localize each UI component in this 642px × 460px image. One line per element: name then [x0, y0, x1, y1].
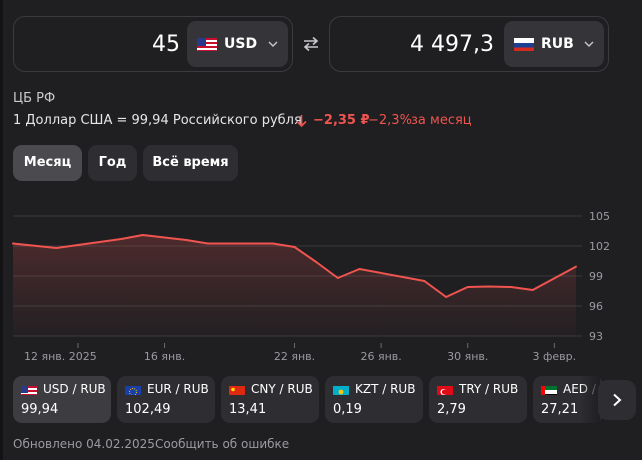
- tab-year[interactable]: Год: [88, 145, 137, 181]
- rate-source: ЦБ РФ: [13, 91, 56, 106]
- from-currency-box[interactable]: 45 USD: [13, 16, 293, 72]
- pair-name: KZT / RUB: [355, 382, 416, 396]
- chart-point: [336, 277, 339, 279]
- currency-pair-card[interactable]: CNY / RUB 13,41: [221, 376, 319, 423]
- chevron-right-icon: [613, 393, 622, 407]
- from-amount-input[interactable]: 45: [152, 32, 180, 57]
- chart-point: [488, 285, 491, 288]
- x-tick-label: 12 янв. 2025: [24, 350, 97, 363]
- chart-series-line: [12, 234, 577, 298]
- pair-header: KZT / RUB: [333, 382, 415, 396]
- chart-point: [315, 261, 318, 263]
- chart-point: [466, 286, 469, 288]
- report-error-link[interactable]: Сообщить об ошибке: [155, 437, 290, 451]
- rate-chart[interactable]: 105 102 99 96 93 12 янв. 2025 16 янв. 22 янв. 2…: [0, 195, 642, 370]
- pair-value: 27,21: [541, 402, 579, 417]
- y-tick-label: 93: [589, 330, 603, 343]
- x-tick-label: 16 янв.: [144, 350, 185, 363]
- pair-name: EUR / RUB: [147, 382, 209, 396]
- pair-header: EUR / RUB: [125, 382, 209, 396]
- pair-header: TRY / RUB: [437, 382, 518, 396]
- pair-value: 13,41: [229, 402, 267, 417]
- change-percent: −2,3%: [368, 113, 412, 128]
- swap-arrows-icon[interactable]: [301, 36, 321, 52]
- chevron-down-icon: [268, 41, 278, 47]
- chart-point: [423, 280, 426, 282]
- chart-point: [185, 239, 188, 241]
- change-absolute: −2,35 ₽: [313, 113, 370, 128]
- x-tick-label: 26 янв.: [360, 350, 401, 363]
- pairs-fade: [580, 376, 600, 423]
- currency-pair-card[interactable]: KZT / RUB 0,19: [325, 376, 423, 423]
- kz-flag-icon: [333, 383, 349, 395]
- chart-point: [510, 286, 513, 288]
- pair-value: 0,19: [333, 402, 362, 417]
- updated-date: Обновлено 04.02.2025: [13, 437, 155, 451]
- chart-point: [271, 242, 274, 245]
- y-tick-label: 102: [589, 240, 610, 253]
- cn-flag-icon: [229, 383, 245, 395]
- currency-pair-card[interactable]: TRY / RUB 2,79: [429, 376, 527, 423]
- us-flag-icon: [197, 37, 217, 51]
- currency-pair-card[interactable]: USD / RUB 99,94: [13, 376, 111, 423]
- pair-header: CNY / RUB: [229, 382, 313, 396]
- tr-flag-icon: [437, 383, 453, 395]
- rate-description: 1 Доллар США = 99,94 Российского рубля: [13, 113, 302, 128]
- currency-pair-card[interactable]: EUR / RUB 102,49: [117, 376, 215, 423]
- chart-point: [55, 247, 58, 249]
- to-currency-box[interactable]: 4 497,3 RUB: [329, 16, 609, 72]
- tab-month[interactable]: Месяц: [13, 145, 82, 181]
- arrow-down-icon: [296, 115, 307, 128]
- x-tick-label: 3 февр.: [533, 350, 577, 363]
- x-tick-label: 30 янв.: [447, 350, 488, 363]
- chart-point: [293, 246, 296, 248]
- chart-point: [358, 268, 361, 270]
- chevron-down-icon: [584, 41, 594, 47]
- window-edge: [0, 0, 3, 460]
- pair-value: 99,94: [21, 402, 59, 417]
- chart-point: [575, 265, 577, 268]
- y-tick-label: 96: [589, 300, 603, 313]
- to-amount-input[interactable]: 4 497,3: [410, 32, 494, 57]
- change-period: за месяц: [411, 113, 472, 128]
- us-flag-icon: [21, 383, 37, 395]
- from-currency-select[interactable]: USD: [187, 21, 288, 67]
- to-currency-code: RUB: [541, 36, 574, 52]
- chart-point: [141, 234, 144, 236]
- chart-point: [120, 238, 123, 240]
- y-tick-label: 99: [589, 270, 603, 283]
- ae-flag-icon: [541, 383, 557, 395]
- eu-flag-icon: [125, 383, 141, 395]
- x-tick-label: 22 янв.: [274, 350, 315, 363]
- pair-value: 102,49: [125, 402, 171, 417]
- chart-point: [445, 296, 448, 298]
- pair-value: 2,79: [437, 402, 466, 417]
- to-currency-select[interactable]: RUB: [504, 21, 604, 67]
- pairs-next-button[interactable]: [598, 380, 636, 420]
- pair-name: CNY / RUB: [251, 382, 313, 396]
- pair-header: USD / RUB: [21, 382, 106, 396]
- from-currency-code: USD: [224, 36, 258, 52]
- pair-name: TRY / RUB: [459, 382, 519, 396]
- y-tick-label: 105: [589, 210, 610, 223]
- ru-flag-icon: [514, 37, 534, 51]
- tab-all-time[interactable]: Всё время: [143, 145, 238, 181]
- chart-area-fill: [13, 235, 576, 336]
- chart-point: [206, 242, 209, 245]
- chart-point: [531, 289, 534, 291]
- chart-point: [12, 242, 14, 245]
- pair-name: USD / RUB: [43, 382, 106, 396]
